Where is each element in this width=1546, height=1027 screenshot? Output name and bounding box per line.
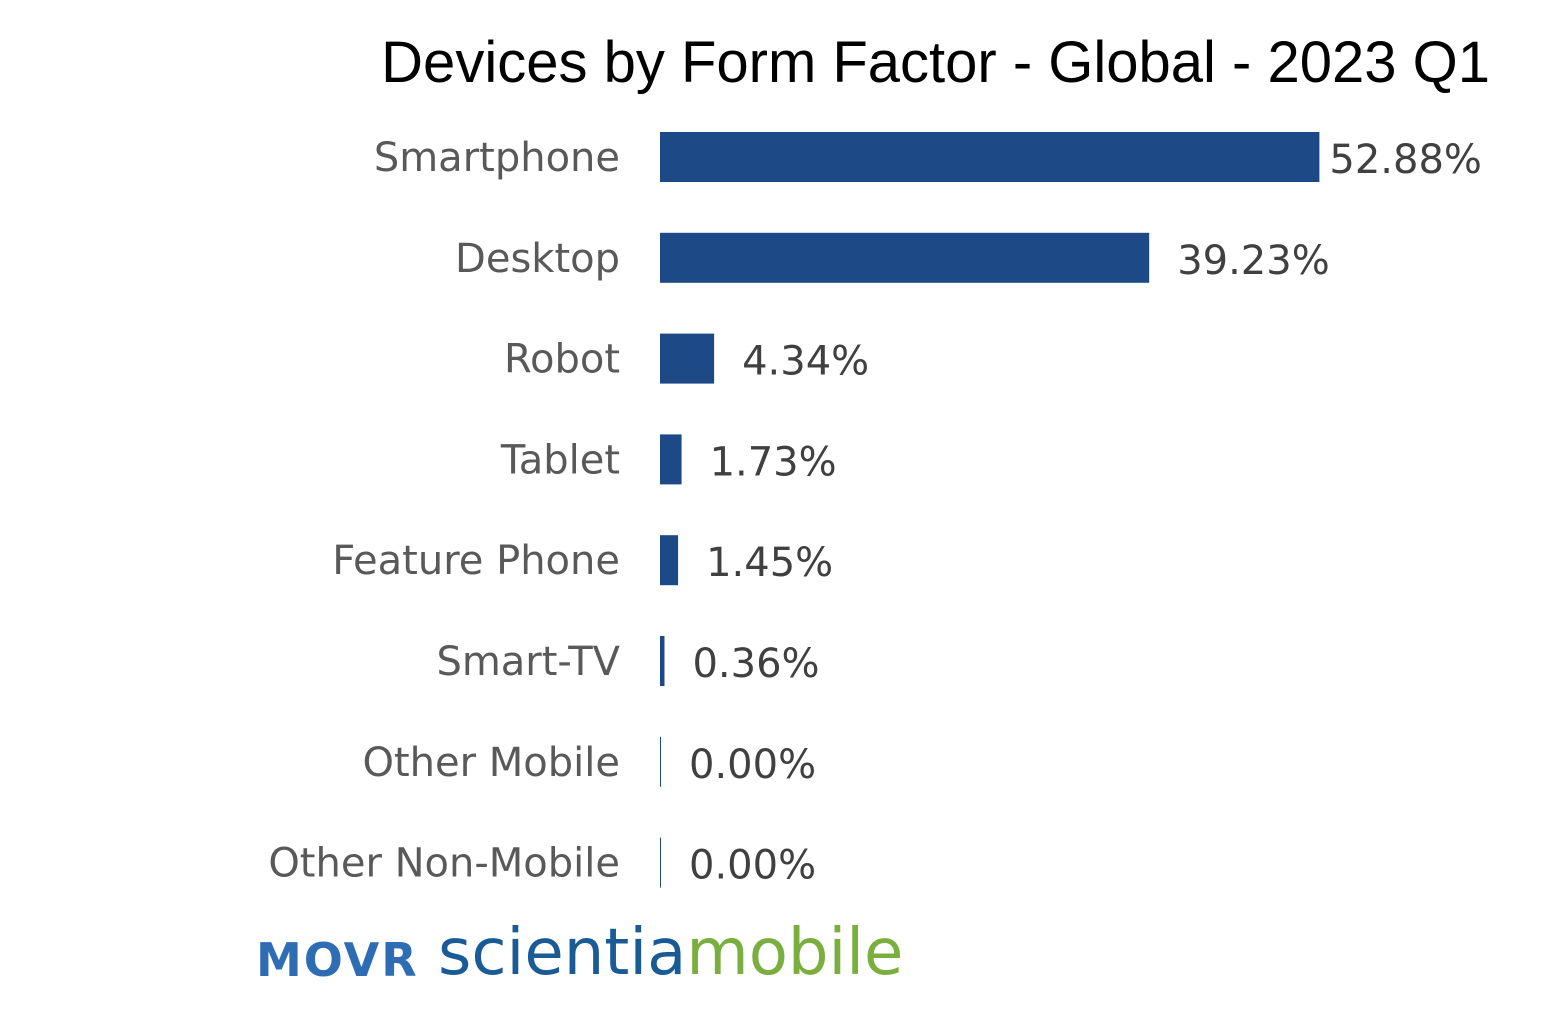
value-label-robot: 4.34% [742,339,869,385]
category-label-smart-tv: Smart-TV [436,639,620,685]
category-label-desktop: Desktop [455,236,620,282]
logo-scientiamobile-text: scientiamobile [438,916,903,990]
movr-scientiamobile-logo: MOVR scientiamobile [256,916,903,990]
category-label-tablet: Tablet [500,437,620,483]
bar-other-mobile [660,736,661,787]
value-label-smartphone: 52.88% [1329,137,1482,183]
category-label-other-mobile: Other Mobile [363,740,621,786]
value-label-feature-phone: 1.45% [706,540,833,586]
bar-tablet [660,434,682,485]
bar-feature-phone [660,535,679,586]
logo-mobile-text: mobile [686,916,903,990]
bar-smart-tv [660,636,665,686]
bar-desktop [660,232,1150,283]
value-label-tablet: 1.73% [710,439,837,485]
category-label-smartphone: Smartphone [374,135,620,181]
bar-smartphone [660,132,1320,182]
bars-group: Smartphone 52.88% Desktop 39.23% Robot 4.34% T… [268,132,1482,889]
chart-title: Devices by Form Factor - Global - 2023 Q… [381,30,1490,95]
value-label-other-mobile: 0.00% [689,742,816,788]
logo-scientia-text: scientia [438,916,686,990]
bar-robot [660,333,715,384]
logo-movr-text: MOVR [256,933,419,987]
category-label-other-non-mobile: Other Non-Mobile [268,841,620,887]
value-label-desktop: 39.23% [1177,238,1330,284]
value-label-other-non-mobile: 0.00% [689,843,816,889]
value-label-smart-tv: 0.36% [692,641,819,687]
bar-other-non-mobile [660,837,661,888]
category-label-feature-phone: Feature Phone [332,538,620,584]
category-label-robot: Robot [504,337,620,383]
